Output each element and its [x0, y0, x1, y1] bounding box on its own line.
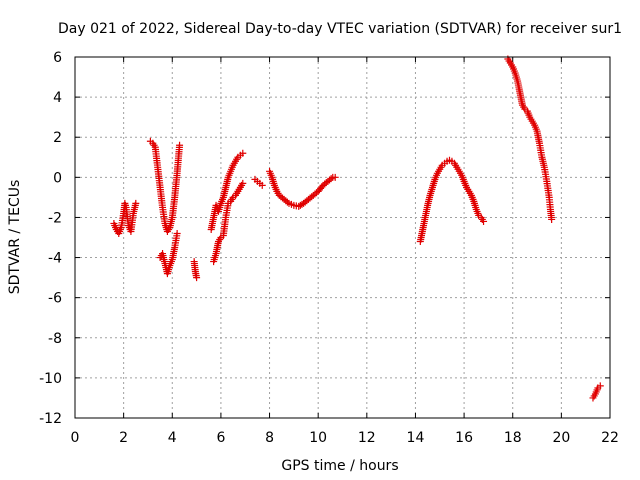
- y-tick-label: -6: [48, 291, 62, 307]
- x-tick-label: 18: [504, 430, 522, 446]
- data-point: [283, 198, 291, 206]
- y-tick-label: -10: [39, 371, 62, 387]
- data-point: [176, 141, 184, 149]
- y-tick-label: -12: [39, 411, 62, 427]
- y-tick-label: 6: [53, 50, 62, 66]
- data-point: [258, 181, 266, 189]
- x-axis-label: GPS time / hours: [281, 458, 398, 474]
- data-point: [239, 179, 247, 187]
- x-tick-label: 4: [168, 430, 177, 446]
- x-tick-label: 12: [358, 430, 376, 446]
- y-tick-label: -8: [48, 331, 62, 347]
- data-point: [548, 215, 556, 223]
- y-tick-label: -2: [48, 210, 62, 226]
- x-tick-label: 10: [309, 430, 327, 446]
- data-point: [480, 217, 488, 225]
- y-tick-label: 0: [53, 170, 62, 186]
- y-tick-label: 2: [53, 130, 62, 146]
- data-point: [596, 382, 604, 390]
- data-point: [173, 229, 181, 237]
- x-tick-label: 20: [552, 430, 570, 446]
- plot-frame: [74, 56, 611, 419]
- x-tick-label: 14: [407, 430, 425, 446]
- x-tick-label: 2: [119, 430, 128, 446]
- chart-title: Day 021 of 2022, Sidereal Day-to-day VTE…: [58, 21, 622, 37]
- data-point: [239, 149, 247, 157]
- data-point: [193, 274, 201, 282]
- data-point: [331, 173, 339, 181]
- data-layer: [110, 55, 604, 402]
- x-tick-label: 0: [71, 430, 80, 446]
- x-tick-label: 16: [455, 430, 473, 446]
- data-point: [327, 175, 335, 183]
- y-axis-label: SDTVAR / TECUs: [7, 180, 23, 295]
- x-tick-label: 6: [216, 430, 225, 446]
- x-tick-label: 22: [601, 430, 619, 446]
- data-point: [132, 199, 140, 207]
- y-tick-label: 4: [53, 90, 62, 106]
- y-tick-label: -4: [48, 251, 62, 267]
- x-tick-label: 8: [265, 430, 274, 446]
